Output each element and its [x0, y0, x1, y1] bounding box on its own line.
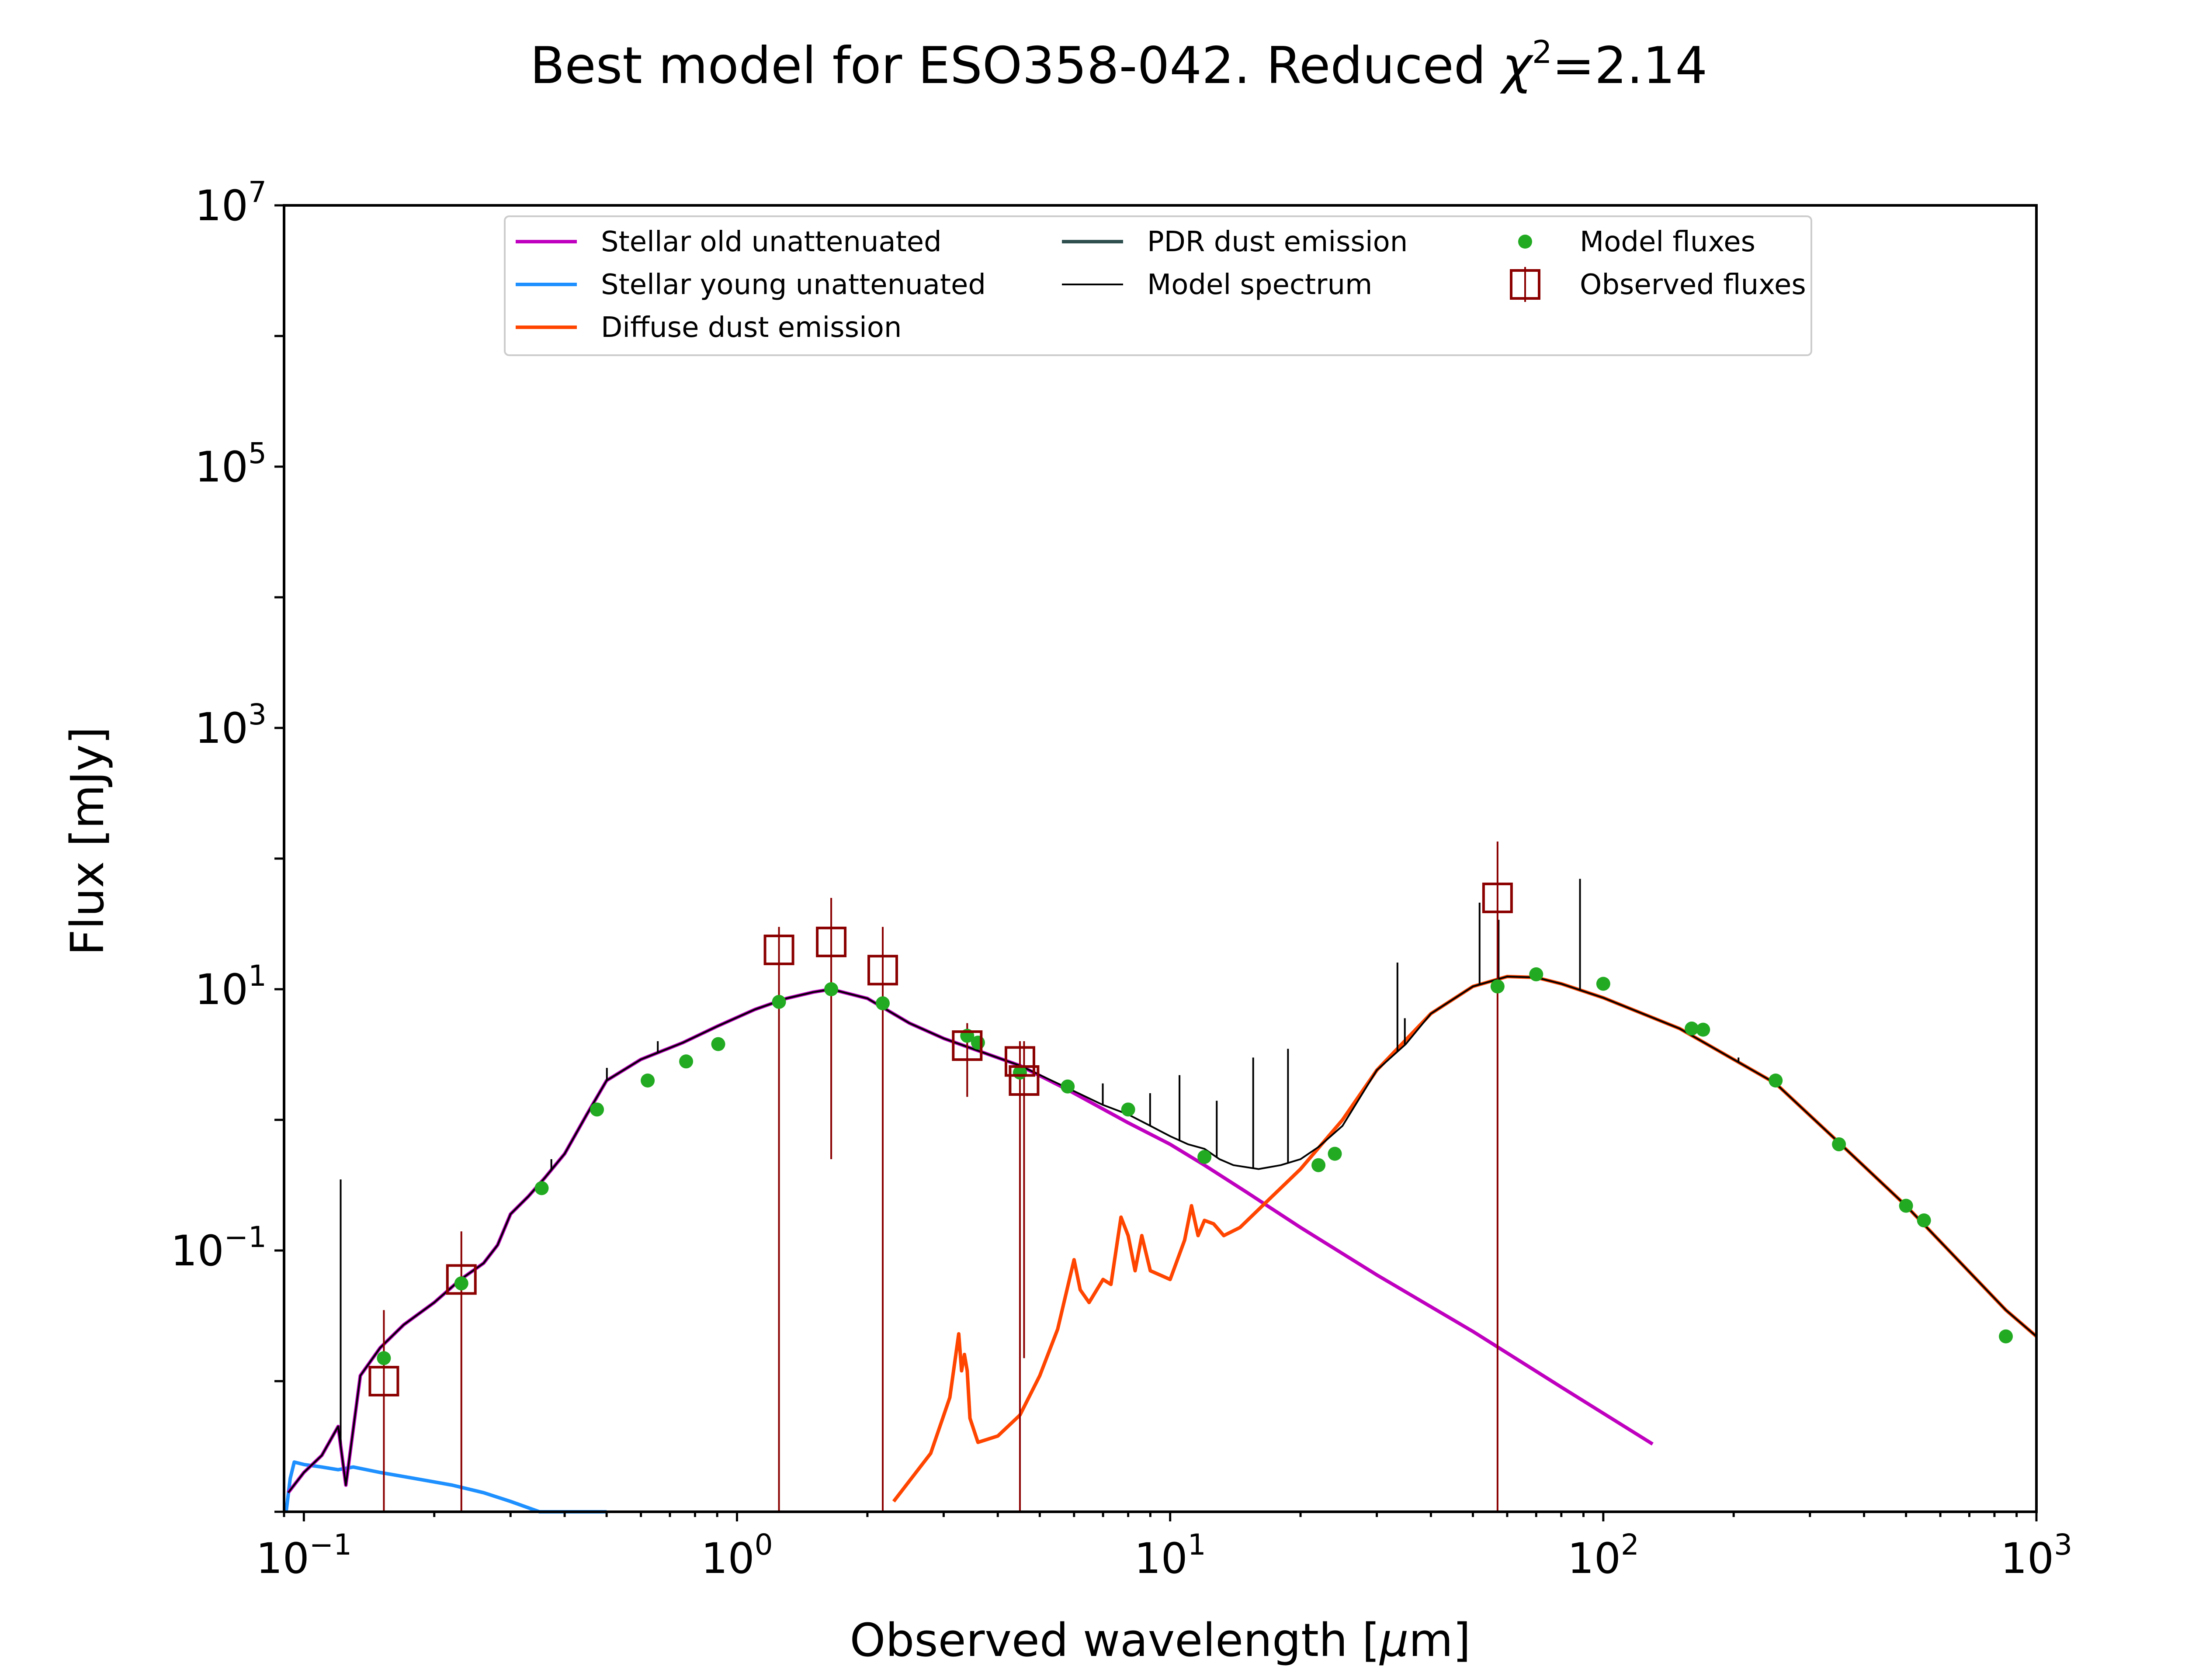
model-flux-point — [590, 1102, 604, 1117]
legend-item-stellar-young-unattenuated: Stellar young unattenuated — [516, 269, 986, 301]
model-flux-point — [772, 994, 786, 1009]
series-line-stellar-young-unattenuated — [284, 1460, 607, 1514]
legend-swatch-dot — [1518, 235, 1532, 249]
observed-flux-point — [368, 1366, 399, 1396]
model-flux-point — [454, 1276, 468, 1291]
model-flux-point — [1769, 1073, 1783, 1088]
series-line-model-spectrum — [287, 976, 2037, 1493]
legend-item-model-fluxes: Model fluxes — [1518, 226, 1755, 258]
observed-flux-point — [952, 1030, 983, 1061]
legend-swatch-square — [1510, 269, 1540, 300]
y-tick-label: 107 — [195, 175, 267, 230]
model-flux-point — [824, 982, 839, 996]
legend-item-diffuse-dust-emission: Diffuse dust emission — [516, 312, 902, 344]
legend: Stellar old unattenuated PDR dust emissio… — [504, 215, 1812, 356]
x-tick-label: 102 — [1568, 1528, 1639, 1583]
observed-flux-point — [816, 926, 847, 957]
legend-box — [504, 215, 1812, 356]
model-flux-point — [711, 1037, 725, 1051]
y-tick-label: 103 — [195, 698, 267, 753]
axis-ticks: 10−1 100 101 102 103 10−1 101 103 105 107 — [171, 175, 2073, 1583]
y-tick-label: 101 — [195, 959, 267, 1014]
observed-flux-point — [763, 934, 794, 965]
y-axis-label: Flux [mJy] — [61, 727, 114, 956]
legend-item-observed-fluxes: Observed fluxes — [1510, 267, 1806, 302]
model-flux-point — [1832, 1137, 1846, 1151]
legend-label: Model fluxes — [1580, 226, 1755, 258]
legend-label: Observed fluxes — [1580, 269, 1806, 301]
model-flux-point — [534, 1181, 549, 1195]
model-flux-point — [1596, 977, 1610, 991]
legend-item-stellar-old-unattenuated: Stellar old unattenuated — [516, 226, 942, 258]
model-flux-point — [1490, 979, 1505, 994]
series-line-diffuse-dust-emission — [892, 975, 2038, 1503]
model-flux-point — [1999, 1329, 2013, 1344]
observed-flux-point — [1004, 1046, 1035, 1077]
x-axis-label: Observed wavelength [μm] — [850, 1614, 1471, 1667]
legend-label: Model spectrum — [1147, 269, 1372, 301]
model-flux-point — [1696, 1022, 1710, 1037]
model-flux-point — [1917, 1213, 1931, 1228]
model-flux-point — [1061, 1079, 1075, 1094]
observed-flux-point — [446, 1264, 477, 1295]
observed-flux-point — [1009, 1065, 1040, 1096]
legend-label: Diffuse dust emission — [601, 312, 902, 344]
x-tick-label: 100 — [701, 1528, 773, 1583]
model-flux-point — [1899, 1199, 1913, 1213]
model-flux-point — [971, 1036, 985, 1050]
plot-area — [284, 842, 2038, 1514]
x-tick-label: 101 — [1134, 1528, 1206, 1583]
x-tick-label: 103 — [2001, 1528, 2072, 1583]
y-tick-label: 10−1 — [171, 1220, 267, 1275]
y-tick-label: 105 — [195, 436, 267, 492]
observed-flux-point — [867, 955, 898, 986]
plot-frame — [283, 204, 2038, 1513]
model-flux-point — [1311, 1158, 1326, 1172]
model-flux-point — [1328, 1147, 1342, 1161]
model-flux-point — [1529, 967, 1543, 981]
model-flux-point — [1121, 1102, 1135, 1117]
model-flux-point — [377, 1351, 391, 1365]
legend-label: Stellar young unattenuated — [601, 269, 986, 301]
observed-flux-point — [1482, 883, 1513, 914]
legend-item-model-spectrum: Model spectrum — [1062, 269, 1372, 301]
legend-item-pdr-dust-emission: PDR dust emission — [1062, 226, 1408, 258]
x-tick-label: 10−1 — [256, 1528, 352, 1583]
model-flux-point — [679, 1054, 694, 1069]
legend-label: PDR dust emission — [1147, 226, 1408, 258]
legend-label: Stellar old unattenuated — [601, 226, 942, 258]
chart-title: Best model for ESO358-042. Reduced χ2=2.… — [530, 34, 1707, 95]
model-flux-point — [876, 996, 890, 1011]
model-flux-point — [1685, 1022, 1699, 1036]
model-flux-point — [1197, 1150, 1212, 1164]
model-flux-point — [641, 1073, 655, 1088]
